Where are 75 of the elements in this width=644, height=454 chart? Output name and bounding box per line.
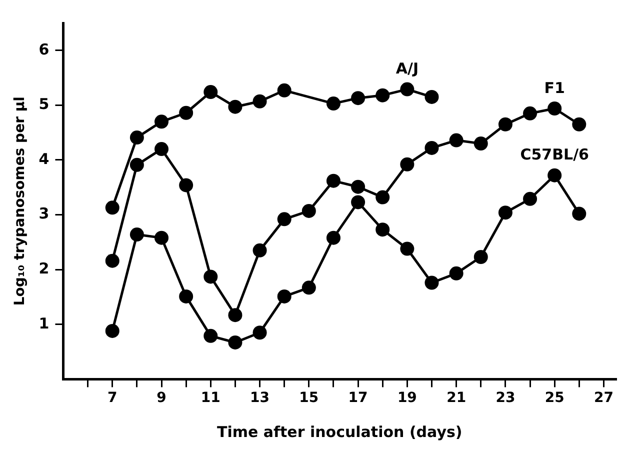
point — [400, 242, 414, 256]
point — [523, 192, 538, 206]
point — [302, 280, 316, 295]
x-tick-label: 11 — [200, 390, 220, 406]
point — [548, 101, 562, 116]
point — [105, 324, 120, 338]
point — [424, 90, 439, 104]
point — [424, 140, 439, 155]
point — [498, 206, 512, 220]
point — [449, 133, 464, 148]
point — [277, 212, 292, 226]
point — [105, 254, 120, 268]
point — [277, 289, 292, 304]
y-axis-title: Log₁₀ trypanosomes per μl — [12, 96, 28, 306]
point — [252, 243, 267, 258]
point — [474, 136, 488, 151]
point — [228, 100, 242, 114]
point — [548, 168, 562, 182]
point — [376, 88, 390, 102]
point — [400, 82, 414, 96]
point — [228, 335, 242, 350]
point — [400, 157, 414, 172]
point — [252, 94, 267, 108]
point — [154, 230, 169, 245]
point — [204, 328, 218, 343]
point — [474, 250, 488, 264]
x-tick-label: 27 — [594, 390, 614, 406]
point — [204, 85, 218, 100]
y-tick-label: 5 — [38, 95, 50, 114]
point — [130, 228, 144, 242]
x-tick-label: 21 — [446, 390, 466, 406]
x-tick-label: 17 — [348, 390, 368, 406]
x-tick-label: 7 — [107, 390, 118, 406]
point — [326, 230, 340, 245]
point — [154, 142, 169, 156]
point — [572, 117, 586, 132]
point — [572, 206, 586, 221]
point — [326, 174, 340, 188]
point — [228, 308, 242, 322]
x-tick-label: 23 — [496, 390, 516, 406]
point — [326, 96, 340, 111]
x-tick-label: 15 — [299, 390, 319, 406]
point — [130, 130, 144, 145]
x-tick-label: 9 — [156, 390, 166, 406]
series-label: A/J — [396, 60, 419, 78]
point — [523, 106, 538, 120]
series-label: C57BL/6 — [520, 146, 589, 164]
y-tick-label: 1 — [38, 314, 50, 332]
point — [154, 114, 169, 129]
x-axis-title: Time after inoculation (days) — [216, 422, 462, 441]
point — [302, 204, 316, 218]
y-tick-label: 4 — [38, 150, 50, 168]
point — [105, 200, 120, 215]
point — [376, 190, 390, 204]
series-label: F1 — [544, 78, 565, 97]
point — [449, 266, 464, 280]
y-tick-label: 3 — [38, 204, 50, 223]
point — [351, 180, 366, 194]
point — [204, 270, 218, 284]
point — [376, 222, 390, 237]
y-tick-label: 2 — [38, 259, 50, 278]
x-tick-label: 19 — [397, 390, 417, 406]
y-tick-label: 6 — [38, 40, 50, 58]
point — [179, 289, 194, 304]
point — [498, 117, 512, 132]
point — [252, 326, 267, 340]
point — [277, 83, 292, 98]
point — [179, 178, 194, 192]
point — [351, 195, 366, 210]
point — [130, 158, 144, 172]
point — [179, 106, 194, 120]
point — [424, 276, 439, 290]
x-tick-label: 13 — [250, 390, 270, 406]
point — [351, 91, 366, 106]
x-tick-label: 25 — [544, 390, 564, 406]
